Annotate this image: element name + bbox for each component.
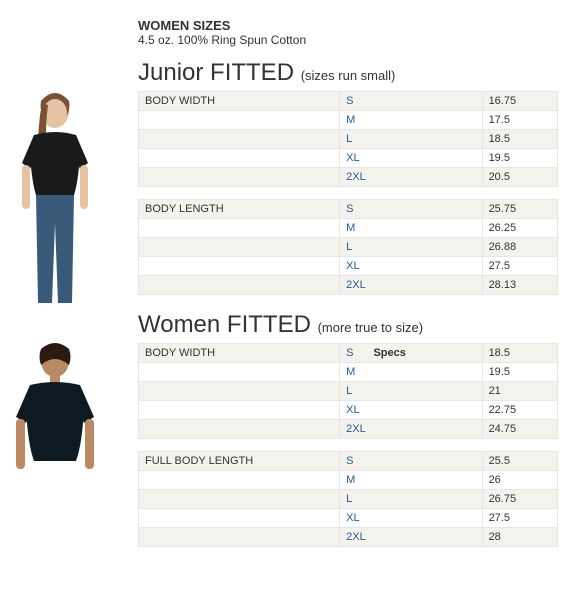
section-women: Women FITTED (more true to size) BODY WI… — [18, 311, 558, 547]
table-body-width-women: BODY WIDTH SSpecs 18.5 M19.5 L21 XL22.75… — [138, 343, 558, 439]
section-title-note: (more true to size) — [318, 320, 423, 335]
specs-label: Specs — [373, 347, 405, 359]
size-cell: L — [340, 130, 482, 149]
section-title-main: Junior FITTED — [138, 59, 294, 86]
section-junior: Junior FITTED (sizes run small) BODY WID… — [18, 59, 558, 295]
size-cell: 2XL — [340, 528, 482, 547]
size-cell: XL — [340, 149, 482, 168]
value-cell: 18.5 — [482, 130, 557, 149]
table-label: BODY LENGTH — [139, 200, 340, 219]
size-cell: 2XL — [340, 420, 482, 439]
size-cell: 2XL — [340, 276, 482, 295]
section-title-main: Women FITTED — [138, 311, 311, 338]
value-cell: 28 — [482, 528, 557, 547]
model-image-women — [0, 335, 110, 545]
section-title-note: (sizes run small) — [301, 68, 396, 83]
value-cell: 28.13 — [482, 276, 557, 295]
value-cell: 25.5 — [482, 452, 557, 471]
value-cell: 27.5 — [482, 257, 557, 276]
size-cell: XL — [340, 509, 482, 528]
section-title-women: Women FITTED (more true to size) — [138, 311, 558, 339]
table-body-length-junior: BODY LENGTH S 25.75 M26.25 L26.88 XL27.5… — [138, 199, 558, 295]
size-cell: SSpecs — [340, 344, 482, 363]
size-cell: S — [340, 200, 482, 219]
size-cell: L — [340, 490, 482, 509]
value-cell: 27.5 — [482, 509, 557, 528]
value-cell: 18.5 — [482, 344, 557, 363]
table-label: BODY WIDTH — [139, 344, 340, 363]
size-cell: L — [340, 382, 482, 401]
page-title: WOMEN SIZES — [138, 18, 558, 33]
size-cell: XL — [340, 257, 482, 276]
table-full-body-length-women: FULL BODY LENGTH S 25.5 M26 L26.75 XL27.… — [138, 451, 558, 547]
table-label: BODY WIDTH — [139, 92, 340, 111]
size-cell: S — [340, 92, 482, 111]
size-cell: 2XL — [340, 168, 482, 187]
page-subtitle: 4.5 oz. 100% Ring Spun Cotton — [138, 33, 558, 47]
table-body-width-junior: BODY WIDTH S 16.75 M17.5 L18.5 XL19.5 2X… — [138, 91, 558, 187]
value-cell: 19.5 — [482, 149, 557, 168]
value-cell: 17.5 — [482, 111, 557, 130]
size-cell: S — [340, 452, 482, 471]
section-title-junior: Junior FITTED (sizes run small) — [138, 59, 558, 87]
value-cell: 25.75 — [482, 200, 557, 219]
value-cell: 26.88 — [482, 238, 557, 257]
value-cell: 21 — [482, 382, 557, 401]
value-cell: 22.75 — [482, 401, 557, 420]
model-image-junior — [0, 83, 110, 313]
value-cell: 20.5 — [482, 168, 557, 187]
value-cell: 26 — [482, 471, 557, 490]
value-cell: 16.75 — [482, 92, 557, 111]
value-cell: 26.75 — [482, 490, 557, 509]
size-cell: XL — [340, 401, 482, 420]
size-cell: M — [340, 219, 482, 238]
size-cell: M — [340, 111, 482, 130]
size-cell: M — [340, 471, 482, 490]
value-cell: 26.25 — [482, 219, 557, 238]
value-cell: 19.5 — [482, 363, 557, 382]
size-cell: L — [340, 238, 482, 257]
table-label: FULL BODY LENGTH — [139, 452, 340, 471]
size-cell: M — [340, 363, 482, 382]
value-cell: 24.75 — [482, 420, 557, 439]
